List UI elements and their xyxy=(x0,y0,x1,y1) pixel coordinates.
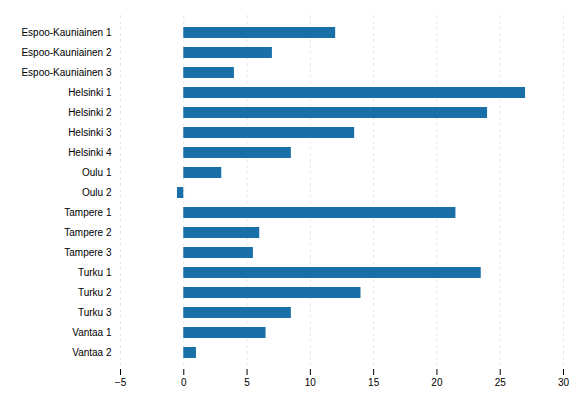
svg-text:Espoo-Kauniainen 3: Espoo-Kauniainen 3 xyxy=(21,67,112,78)
svg-text:25: 25 xyxy=(495,377,507,388)
svg-text:Tampere 1: Tampere 1 xyxy=(64,207,112,218)
svg-text:Tampere 3: Tampere 3 xyxy=(64,247,112,258)
svg-text:Espoo-Kauniainen 2: Espoo-Kauniainen 2 xyxy=(21,47,112,58)
svg-text:Helsinki 2: Helsinki 2 xyxy=(68,107,112,118)
svg-text:Helsinki 4: Helsinki 4 xyxy=(68,147,112,158)
svg-text:Vantaa 1: Vantaa 1 xyxy=(72,327,112,338)
svg-text:30: 30 xyxy=(558,377,570,388)
svg-text:Turku 2: Turku 2 xyxy=(78,287,112,298)
svg-text:15: 15 xyxy=(368,377,380,388)
svg-text:Vantaa 2: Vantaa 2 xyxy=(72,347,112,358)
svg-text:Turku 3: Turku 3 xyxy=(78,307,112,318)
svg-text:Espoo-Kauniainen 1: Espoo-Kauniainen 1 xyxy=(21,27,112,38)
svg-text:Helsinki 3: Helsinki 3 xyxy=(68,127,112,138)
svg-text:0: 0 xyxy=(181,377,187,388)
svg-text:20: 20 xyxy=(431,377,443,388)
svg-text:Oulu 2: Oulu 2 xyxy=(82,187,112,198)
svg-text:Helsinki 1: Helsinki 1 xyxy=(68,87,112,98)
svg-text:10: 10 xyxy=(305,377,317,388)
svg-text:−5: −5 xyxy=(115,377,127,388)
svg-text:Tampere 2: Tampere 2 xyxy=(64,227,112,238)
svg-text:5: 5 xyxy=(244,377,250,388)
svg-text:Oulu 1: Oulu 1 xyxy=(82,167,112,178)
svg-text:Turku 1: Turku 1 xyxy=(78,267,112,278)
